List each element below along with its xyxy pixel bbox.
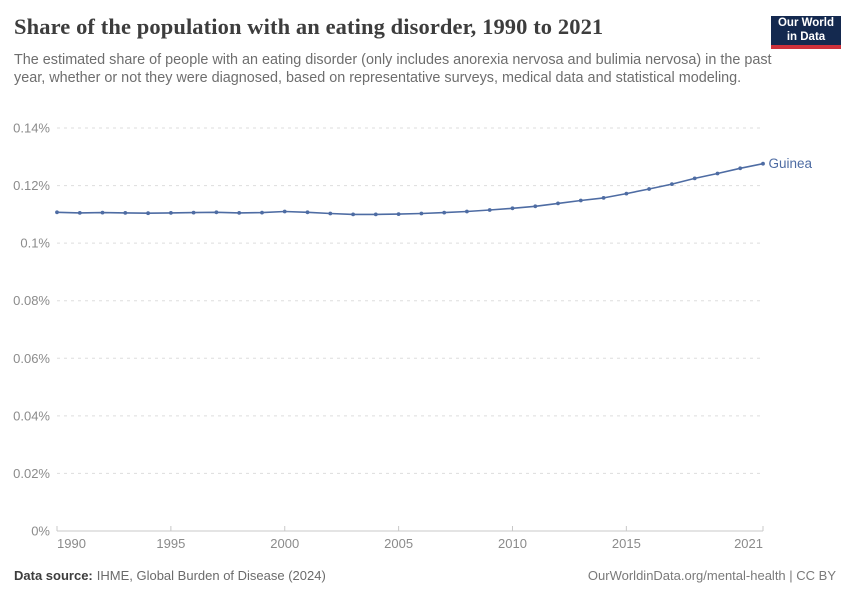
- owid-logo-line1: Our World: [777, 16, 834, 29]
- data-source-value: IHME, Global Burden of Disease (2024): [96, 568, 326, 583]
- y-axis-tick-label: 0.08%: [13, 293, 50, 308]
- data-point[interactable]: [146, 211, 151, 216]
- chart-title: Share of the population with an eating d…: [14, 14, 604, 39]
- data-point[interactable]: [487, 208, 492, 212]
- chart-subtitle: The estimated share of people with an ea…: [14, 52, 772, 86]
- data-source: Data source: IHME, Global Burden of Disea…: [14, 568, 326, 583]
- data-point[interactable]: [328, 211, 333, 216]
- data-source-label: Data source:: [14, 568, 93, 583]
- x-axis-tick-label: 2000: [270, 536, 299, 551]
- data-point[interactable]: [282, 209, 287, 214]
- data-point[interactable]: [214, 210, 219, 215]
- x-axis-tick-label: 2015: [612, 536, 641, 551]
- data-point[interactable]: [419, 211, 424, 216]
- data-point[interactable]: [715, 171, 720, 176]
- y-axis-tick-label: 0.06%: [13, 351, 50, 366]
- data-point[interactable]: [761, 161, 765, 166]
- data-point[interactable]: [260, 210, 264, 215]
- data-point[interactable]: [55, 210, 59, 215]
- x-axis-tick-label: 2005: [384, 536, 413, 551]
- data-point[interactable]: [373, 212, 378, 217]
- entity-label[interactable]: Guinea: [769, 156, 813, 171]
- y-axis-tick-label: 0%: [31, 524, 50, 539]
- owid-logo-line2: in Data: [786, 30, 826, 43]
- data-point[interactable]: [100, 210, 105, 215]
- data-point[interactable]: [442, 210, 447, 215]
- data-point[interactable]: [647, 187, 651, 191]
- x-axis-tick-label: 2010: [498, 536, 527, 551]
- y-axis-tick-label: 0.1%: [20, 236, 50, 251]
- x-axis-tick-label: 1995: [156, 536, 185, 551]
- data-point[interactable]: [692, 176, 697, 181]
- data-point[interactable]: [305, 210, 310, 215]
- data-point[interactable]: [738, 166, 743, 171]
- y-axis-tick-label: 0.04%: [13, 408, 50, 423]
- owid-logo[interactable]: Our World in Data: [771, 16, 841, 49]
- y-axis-tick-label: 0.12%: [13, 178, 50, 193]
- data-point[interactable]: [624, 191, 629, 196]
- y-axis-tick-label: 0.02%: [13, 466, 50, 481]
- data-point[interactable]: [556, 201, 560, 206]
- data-point[interactable]: [510, 206, 515, 211]
- data-point[interactable]: [169, 211, 173, 215]
- data-point[interactable]: [670, 182, 674, 187]
- x-axis-tick-label: 2021: [734, 536, 763, 551]
- data-point[interactable]: [351, 212, 355, 217]
- data-point[interactable]: [396, 212, 401, 217]
- data-point[interactable]: [191, 210, 196, 215]
- chart-footer: Data source: IHME, Global Burden of Disea…: [14, 568, 836, 583]
- data-point[interactable]: [77, 211, 82, 215]
- y-axis-tick-label: 0.14%: [13, 121, 50, 136]
- data-point[interactable]: [601, 196, 606, 200]
- data-point[interactable]: [465, 209, 469, 214]
- data-point[interactable]: [123, 211, 128, 215]
- x-axis-tick-label: 1990: [57, 536, 86, 551]
- data-point[interactable]: [578, 198, 583, 203]
- data-line: [56, 162, 764, 216]
- attribution-link[interactable]: OurWorldinData.org/mental-health | CC BY: [587, 568, 836, 583]
- data-point[interactable]: [237, 211, 242, 215]
- data-point[interactable]: [533, 204, 538, 209]
